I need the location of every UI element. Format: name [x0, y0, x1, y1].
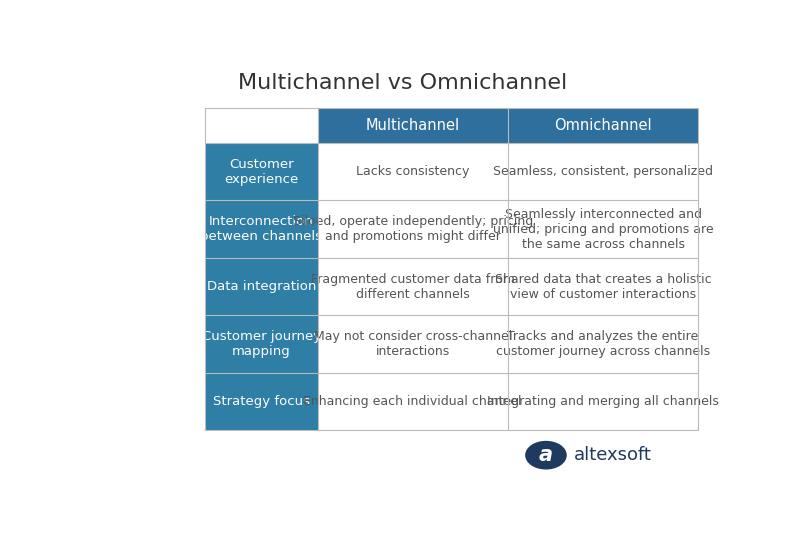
Bar [205, 143, 318, 200]
Bar [508, 258, 698, 315]
Bar [318, 373, 508, 430]
Text: Customer
experience: Customer experience [224, 158, 299, 186]
Text: Omnichannel: Omnichannel [554, 118, 652, 133]
Text: altexsoft: altexsoft [574, 446, 652, 464]
Text: Enhancing each individual channel: Enhancing each individual channel [303, 395, 522, 408]
Bar [205, 373, 318, 430]
Circle shape [526, 441, 566, 469]
Text: a: a [539, 445, 553, 465]
Bar [508, 200, 698, 258]
Bar [205, 108, 318, 143]
Bar [205, 200, 318, 258]
Bar [508, 315, 698, 373]
Bar [205, 315, 318, 373]
Bar [318, 258, 508, 315]
Text: Multichannel vs Omnichannel: Multichannel vs Omnichannel [238, 73, 567, 93]
Bar [508, 108, 698, 143]
Bar [508, 143, 698, 200]
Text: Integrating and merging all channels: Integrating and merging all channels [487, 395, 719, 408]
Text: May not consider cross-channel
interactions: May not consider cross-channel interacti… [314, 330, 512, 358]
Text: Interconnection
between channels: Interconnection between channels [200, 215, 322, 243]
Bar [318, 315, 508, 373]
Bar [318, 108, 508, 143]
Bar [508, 373, 698, 430]
Text: Lacks consistency: Lacks consistency [356, 165, 469, 178]
Text: Multichannel: Multichannel [365, 118, 460, 133]
Text: Customer journey
mapping: Customer journey mapping [202, 330, 321, 358]
Text: Data integration: Data integration [207, 280, 316, 293]
Text: Fragmented customer data from
different channels: Fragmented customer data from different … [310, 273, 515, 301]
Text: Seamless, consistent, personalized: Seamless, consistent, personalized [493, 165, 713, 178]
Bar [205, 258, 318, 315]
Bar [318, 200, 508, 258]
Bar [318, 143, 508, 200]
Text: Seamlessly interconnected and
unified; pricing and promotions are
the same acros: Seamlessly interconnected and unified; p… [493, 208, 714, 251]
Text: Siloed, operate independently; pricing
and promotions might differ: Siloed, operate independently; pricing a… [292, 215, 533, 243]
Text: Strategy focus: Strategy focus [213, 395, 310, 408]
Text: Shared data that creates a holistic
view of customer interactions: Shared data that creates a holistic view… [494, 273, 711, 301]
Text: Tracks and analyzes the entire
customer journey across channels: Tracks and analyzes the entire customer … [496, 330, 710, 358]
